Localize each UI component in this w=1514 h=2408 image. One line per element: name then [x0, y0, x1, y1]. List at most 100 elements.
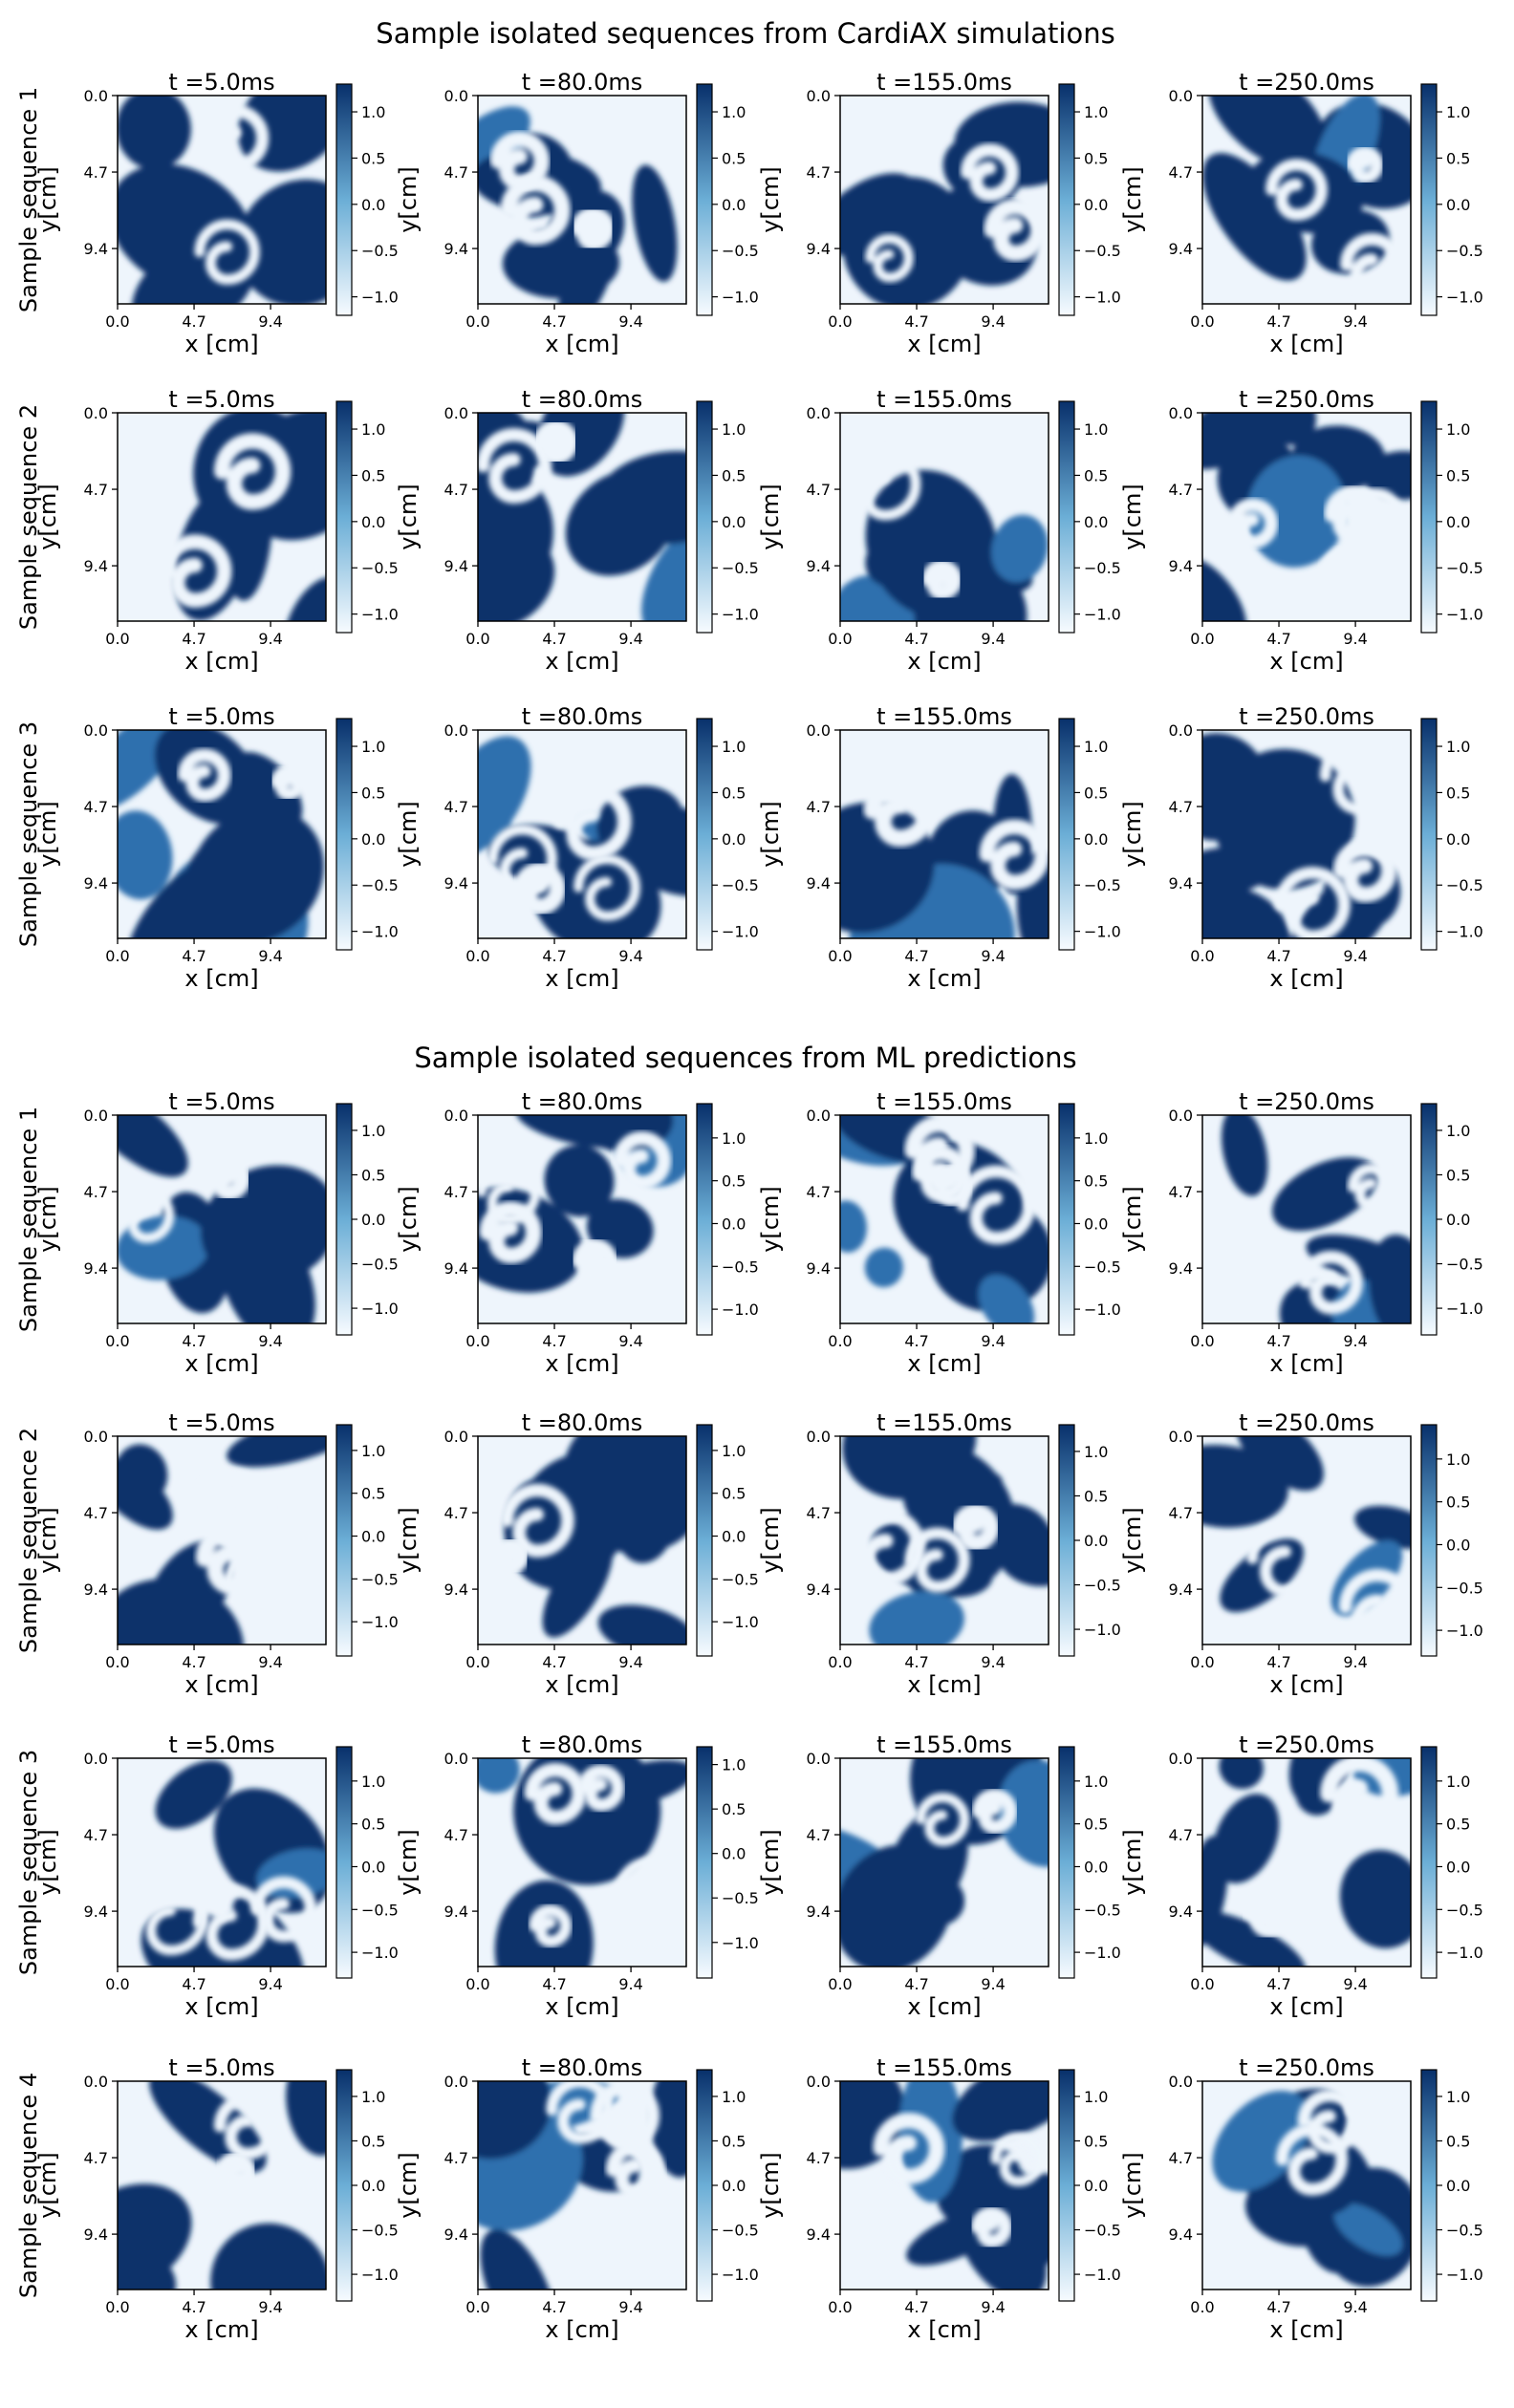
y-axis-label: y[cm] [395, 1829, 422, 1896]
colorbar-tick-label: 0.0 [722, 830, 746, 849]
colorbar: 1.0 0.5 0.0 −0.5 −1.0 [696, 1424, 759, 1657]
y-tick-label: 0.0 [1169, 87, 1193, 105]
colorbar-tick-label: 1.0 [361, 420, 385, 439]
colorbar: 1.0 0.5 0.0 −0.5 −1.0 [335, 718, 399, 951]
y-axis-label: y[cm] [395, 2152, 422, 2219]
y-tick-label: 4.7 [1169, 163, 1193, 182]
field-image [840, 1436, 1049, 1645]
y-tick-label: 9.4 [807, 874, 831, 892]
x-tick-label: 9.4 [981, 1653, 1005, 1671]
y-tick-label: 4.7 [1169, 798, 1193, 816]
colorbar-tick-label: 1.0 [722, 738, 746, 756]
panel-title: t =250.0ms [1239, 386, 1374, 413]
y-axis-label: y[cm] [395, 1507, 422, 1574]
y-tick-label: 9.4 [84, 557, 108, 575]
x-axis-label: x [cm] [545, 1350, 618, 1377]
y-tick-label: 0.0 [84, 1428, 108, 1446]
x-tick-label: 4.7 [904, 312, 928, 331]
y-tick-label: 9.4 [1169, 1259, 1193, 1278]
axes-frame [839, 1114, 1049, 1324]
colorbar-tick-label: −1.0 [361, 923, 399, 941]
colorbar: 1.0 0.5 0.0 −0.5 −1.0 [1420, 2069, 1483, 2302]
x-tick-label: 9.4 [981, 947, 1005, 965]
colorbar-tick-label: 0.5 [361, 2132, 385, 2150]
x-tick-label: 9.4 [258, 630, 282, 648]
field-image [478, 730, 686, 938]
colorbar-tick-label: −1.0 [1084, 2266, 1121, 2284]
axes-frame [117, 2080, 327, 2290]
x-axis-label: x [cm] [907, 1671, 981, 1698]
axes-frame [1201, 412, 1412, 622]
x-tick-label: 4.7 [542, 630, 566, 648]
panel-title: t =80.0ms [522, 2054, 642, 2081]
colorbar: 1.0 0.5 0.0 −0.5 −1.0 [1058, 1103, 1121, 1336]
y-axis-label: y[cm] [757, 1507, 784, 1574]
x-tick-label: 9.4 [1343, 1653, 1367, 1671]
colorbar-tick-label: −0.5 [722, 242, 759, 260]
panel-title: t =5.0ms [168, 703, 274, 730]
y-axis-label: y[cm] [757, 2152, 784, 2219]
y-axis-label: y[cm] [757, 801, 784, 868]
colorbar-tick-label: 1.0 [1084, 2088, 1108, 2106]
colorbar-tick-label: 1.0 [722, 1442, 746, 1460]
panel-title: t =155.0ms [876, 1731, 1012, 1758]
x-tick-label: 0.0 [1190, 947, 1214, 965]
x-tick-label: 4.7 [1266, 947, 1290, 965]
panel-title: t =155.0ms [876, 1409, 1012, 1436]
y-tick-label: 4.7 [444, 481, 468, 499]
y-tick-label: 4.7 [807, 1504, 831, 1522]
y-axis-label: y[cm] [1119, 801, 1146, 868]
row-label: Sample sequence 1 [15, 87, 42, 312]
y-tick-label: 0.0 [1169, 1750, 1193, 1768]
x-tick-label: 0.0 [465, 1653, 489, 1671]
x-tick-label: 0.0 [1190, 1653, 1214, 1671]
y-tick-label: 0.0 [84, 87, 108, 105]
y-tick-label: 9.4 [1169, 240, 1193, 258]
field-image [478, 413, 686, 621]
colorbar-tick-label: 1.0 [1084, 1443, 1108, 1461]
x-tick-label: 0.0 [465, 947, 489, 965]
colorbar-tick-label: 0.0 [1446, 196, 1470, 214]
y-tick-label: 0.0 [807, 87, 831, 105]
y-tick-label: 9.4 [807, 557, 831, 575]
colorbar: 1.0 0.5 0.0 −0.5 −1.0 [335, 1746, 399, 1979]
colorbar-tick-label: 0.0 [1446, 1536, 1470, 1554]
y-tick-label: 9.4 [807, 1903, 831, 1921]
x-tick-label: 0.0 [828, 312, 852, 331]
x-tick-label: 9.4 [618, 1975, 642, 1993]
x-axis-label: x [cm] [545, 965, 618, 992]
x-tick-label: 0.0 [105, 2298, 129, 2316]
y-tick-label: 9.4 [444, 557, 468, 575]
colorbar: 1.0 0.5 0.0 −0.5 −1.0 [1058, 1424, 1121, 1657]
colorbar-tick-label: 0.5 [1446, 1816, 1470, 1834]
x-axis-label: x [cm] [184, 648, 258, 675]
y-tick-label: 4.7 [444, 2149, 468, 2167]
colorbar: 1.0 0.5 0.0 −0.5 −1.0 [1058, 1746, 1121, 1979]
x-tick-label: 0.0 [465, 1332, 489, 1350]
x-axis-label: x [cm] [907, 1350, 981, 1377]
colorbar-tick-label: 1.0 [361, 1442, 385, 1460]
field-image [840, 1115, 1049, 1323]
x-axis-label: x [cm] [545, 2316, 618, 2343]
x-axis-label: x [cm] [184, 2316, 258, 2343]
x-tick-label: 0.0 [1190, 2298, 1214, 2316]
colorbar-tick-label: 0.5 [1084, 1487, 1108, 1505]
x-axis-label: x [cm] [184, 1350, 258, 1377]
colorbar-tick-label: 0.5 [1084, 466, 1108, 484]
colorbar-tick-label: −1.0 [361, 1944, 399, 1962]
section-title: Sample isolated sequences from CardiAX s… [376, 17, 1114, 50]
axes-frame [477, 2080, 687, 2290]
axes-frame [477, 1435, 687, 1645]
colorbar-tick-label: 1.0 [1084, 1773, 1108, 1791]
y-axis-label: y[cm] [757, 1186, 784, 1253]
colorbar-tick-label: 1.0 [722, 1756, 746, 1774]
colorbar-tick-label: −0.5 [361, 559, 399, 577]
colorbar: 1.0 0.5 0.0 −0.5 −1.0 [335, 83, 399, 316]
colorbar-tick-label: 0.0 [1084, 830, 1108, 849]
colorbar-tick-label: −0.5 [361, 876, 399, 894]
